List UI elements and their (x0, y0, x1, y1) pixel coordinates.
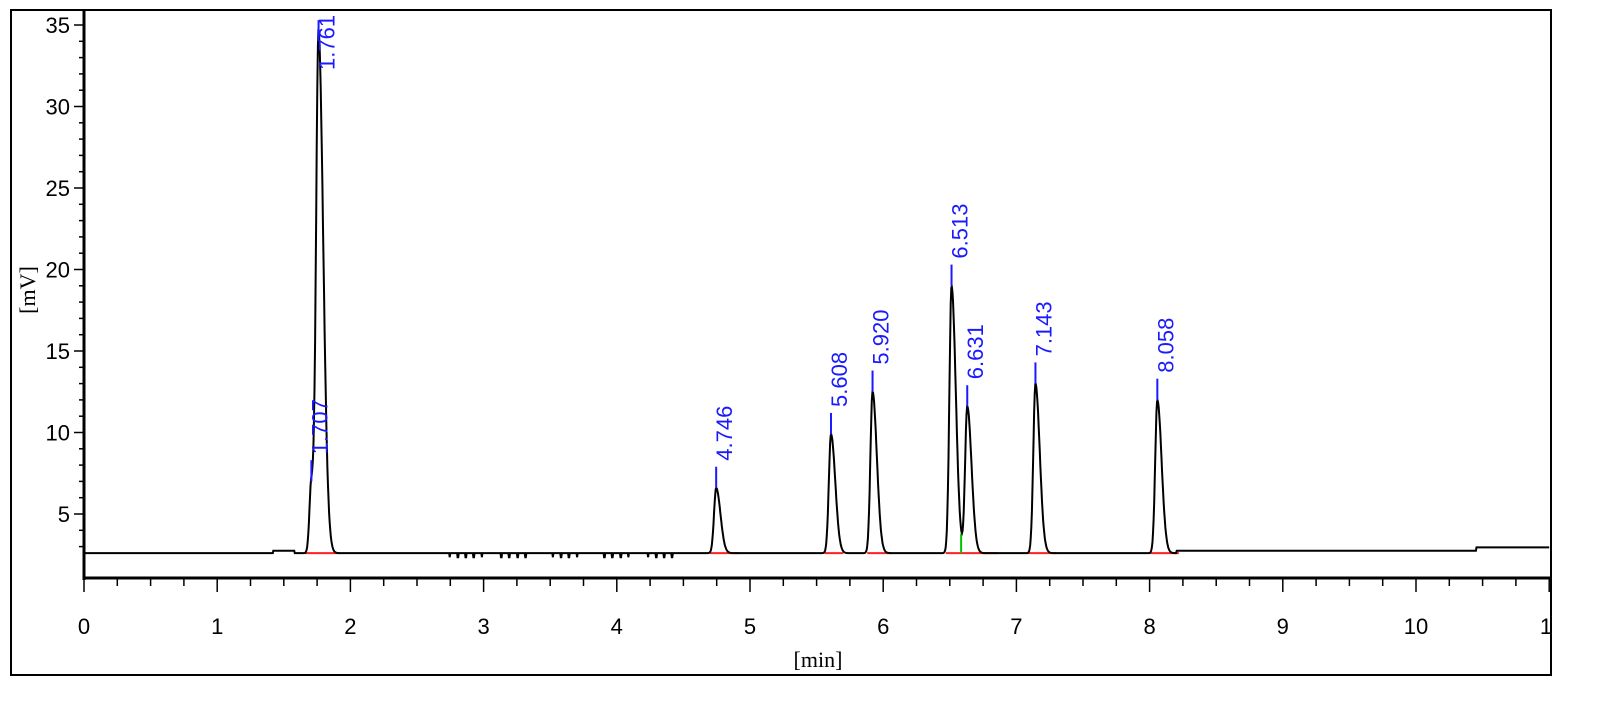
x-tick-label: 4 (611, 614, 623, 639)
x-tick-label: 1 (1540, 614, 1552, 639)
peak-label: 6.631 (963, 324, 988, 379)
x-tick-label: 10 (1404, 614, 1428, 639)
y-tick-label: 25 (46, 176, 70, 201)
chromatogram-trace (84, 28, 1550, 559)
y-axis-label: [mV] (15, 266, 40, 314)
y-tick-label: 30 (46, 95, 70, 120)
x-tick-label: 3 (477, 614, 489, 639)
peak-label: 5.920 (869, 309, 894, 364)
y-tick-label: 20 (46, 258, 70, 283)
peak-label: 5.608 (827, 352, 852, 407)
peak-label: 7.143 (1031, 301, 1056, 356)
chart-outer-frame (10, 9, 1552, 676)
x-tick-label: 0 (78, 614, 90, 639)
y-tick-label: 15 (46, 339, 70, 364)
x-tick-label: 1 (211, 614, 223, 639)
x-axis-label: [min] (794, 647, 843, 672)
x-tick-label: 9 (1277, 614, 1289, 639)
x-tick-label: 2 (344, 614, 356, 639)
peak-label: 8.058 (1153, 318, 1178, 373)
x-tick-label: 5 (744, 614, 756, 639)
x-tick-label: 8 (1143, 614, 1155, 639)
x-tick-label: 6 (877, 614, 889, 639)
peak-label: 6.513 (948, 204, 973, 259)
peak-label: 1.761 (315, 15, 340, 70)
x-tick-label: 7 (1010, 614, 1022, 639)
y-tick-label: 35 (46, 13, 70, 38)
x-axis-ticks: 0 1 2 3 4 5 6 7 8 9 10 1 (78, 578, 1552, 639)
peak-label: 4.746 (712, 406, 737, 461)
peak-labels: 1.707 1.761 4.746 5.608 5.920 6.513 6.631 7.143… (307, 15, 1178, 461)
peak-markers (310, 20, 1159, 488)
y-tick-label: 10 (46, 421, 70, 446)
peak-label: 1.707 (307, 399, 332, 454)
y-axis-ticks: 5 10 15 20 25 30 35 (46, 13, 84, 548)
y-tick-label: 5 (58, 502, 70, 527)
